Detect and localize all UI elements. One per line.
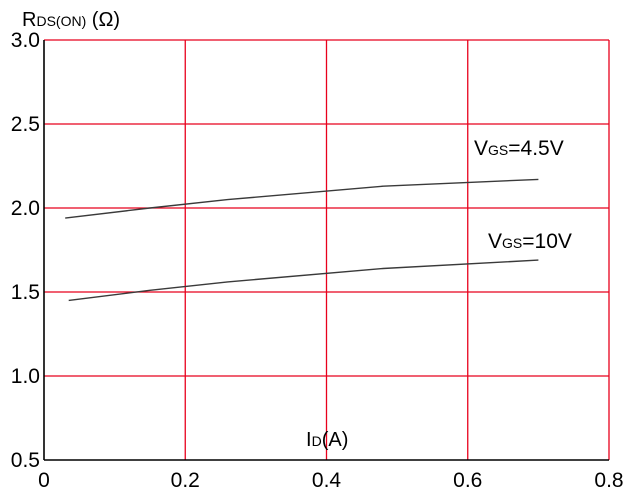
y-axis-title: RDS(ON) (Ω) — [22, 9, 120, 31]
x-axis-title: ID(A) — [306, 429, 348, 451]
y-axis-title-main: R — [22, 9, 36, 31]
series-label-vgs-10v: VGS=10V — [488, 230, 572, 253]
series-label-vgs-10v-rest: =10V — [522, 230, 572, 253]
tick-labels: 0 0.2 0.4 0.6 0.8 0.5 1.0 1.5 2.0 2.5 3.0 — [11, 29, 624, 492]
y-axis-title-unit: (Ω) — [86, 9, 120, 31]
series-line-vgs-10v — [68, 259, 539, 302]
series-label-vgs-4-5v: VGS=4.5V — [474, 137, 564, 160]
y-tick-label: 0.5 — [11, 449, 40, 472]
x-tick-label: 0.2 — [171, 469, 200, 492]
x-axis-title-unit: (A) — [322, 429, 349, 451]
y-axis-title-sub: DS(ON) — [36, 13, 86, 29]
y-tick-label: 3.0 — [11, 29, 40, 52]
x-tick-label: 0.8 — [594, 469, 623, 492]
series-label-vgs-4-5v-main: V — [474, 137, 488, 160]
plot-frame — [43, 39, 610, 461]
x-tick-label: 0.6 — [453, 469, 482, 492]
series-line-vgs-4-5v — [65, 178, 539, 219]
series-lines — [65, 178, 539, 302]
y-tick-label: 1.0 — [11, 365, 40, 388]
x-tick-label: 0 — [38, 469, 50, 492]
series-label-vgs-4-5v-rest: =4.5V — [508, 137, 563, 160]
y-tick-label: 2.0 — [11, 197, 40, 220]
x-axis-title-main: I — [306, 429, 312, 451]
series-label-vgs-10v-sub: GS — [502, 235, 522, 251]
x-tick-label: 0.4 — [312, 469, 342, 492]
y-tick-label: 1.5 — [11, 281, 40, 304]
series-label-vgs-4-5v-sub: GS — [488, 142, 508, 158]
x-axis-title-sub: D — [312, 433, 322, 449]
series-label-vgs-10v-main: V — [488, 230, 502, 253]
y-tick-label: 2.5 — [11, 113, 40, 136]
